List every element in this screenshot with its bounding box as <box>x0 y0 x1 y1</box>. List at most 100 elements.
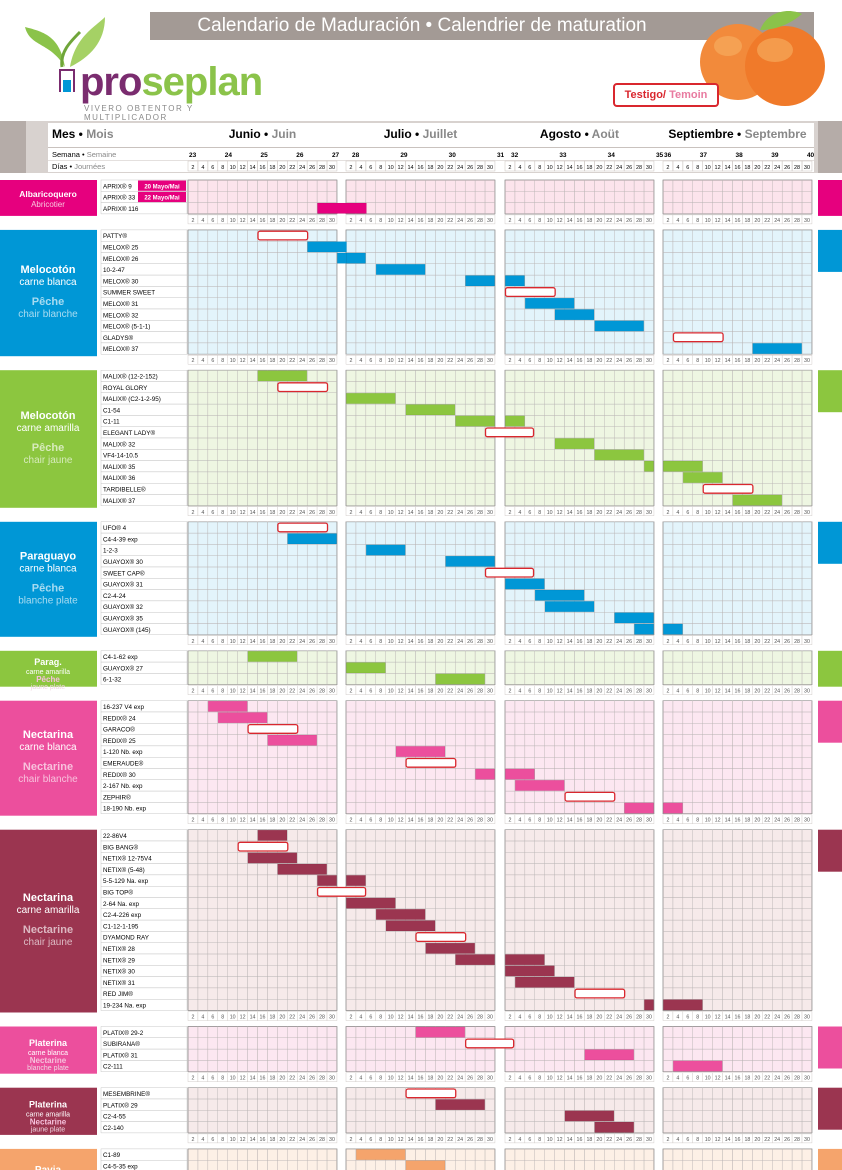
testigo-marker <box>277 382 329 393</box>
day-label: 2 <box>666 165 669 171</box>
day-label: 2 <box>191 358 194 364</box>
day-label: 18 <box>269 818 275 824</box>
day-label: 18 <box>586 218 592 224</box>
variety-name: BIG BANG® <box>103 843 138 851</box>
day-label: 2 <box>349 358 352 364</box>
testigo-marker <box>257 230 309 241</box>
day-label: 28 <box>636 165 642 171</box>
day-label: 6 <box>686 358 689 364</box>
week-number: 34 <box>608 152 616 159</box>
proseplan-logo: proseplan VIVERO OBTENTOR Y MULTIPLICADO… <box>20 12 263 122</box>
day-label: 30 <box>804 689 810 695</box>
day-label: 10 <box>705 818 711 824</box>
day-label: 8 <box>221 689 224 695</box>
day-label: 16 <box>417 165 423 171</box>
day-label: 22 <box>289 639 295 645</box>
variety-name: MALIX® 36 <box>103 474 136 482</box>
day-label: 20 <box>754 510 760 516</box>
group-name-fr-sub: chair jaune <box>24 455 73 466</box>
variety-name: NETIX® (5-48) <box>103 866 145 874</box>
ripening-bar <box>515 780 565 791</box>
day-label: 10 <box>388 689 394 695</box>
variety-name: TARDIBELLE® <box>103 486 146 494</box>
grid-cell <box>801 202 813 215</box>
day-label: 26 <box>626 510 632 516</box>
day-label: 6 <box>686 218 689 224</box>
variety-name: BIG TOP® <box>103 889 133 897</box>
day-label: 12 <box>557 510 563 516</box>
legend-temoin-label: Temoin <box>669 89 708 101</box>
group-name-fr: Abricotier <box>31 200 65 209</box>
day-label: 12 <box>240 639 246 645</box>
week-number: 38 <box>735 152 743 159</box>
week-number: 32 <box>511 152 519 159</box>
day-label: 22 <box>606 689 612 695</box>
day-label: 26 <box>467 689 473 695</box>
day-label: 28 <box>319 218 325 224</box>
day-label: 6 <box>686 818 689 824</box>
group-name-es: Melocotón <box>21 264 76 276</box>
day-label: 24 <box>616 510 622 516</box>
variety-name: MELOX® 26 <box>103 255 139 263</box>
day-label: 14 <box>567 218 573 224</box>
day-label: 30 <box>646 358 652 364</box>
variety-name: C4-1-62 exp <box>103 654 138 661</box>
day-label: 16 <box>260 510 266 516</box>
ripening-bar <box>614 612 654 624</box>
day-label: 4 <box>359 818 362 824</box>
day-label: 30 <box>329 510 335 516</box>
day-label: 28 <box>477 358 483 364</box>
day-label: 16 <box>418 218 424 224</box>
day-label: 8 <box>379 165 382 171</box>
variety-name: MALIX® 32 <box>103 440 136 448</box>
day-label: 22 <box>447 818 453 824</box>
day-label: 4 <box>359 510 362 516</box>
day-label: 10 <box>230 818 236 824</box>
legend-testigo: Testigo/ Temoin <box>613 83 719 107</box>
variety-name: REDIX® 30 <box>103 771 136 779</box>
day-label: 2 <box>666 510 669 516</box>
group-side-stripe <box>818 229 842 272</box>
day-label: 20 <box>596 818 602 824</box>
day-label: 14 <box>408 358 414 364</box>
variety-name: MELOX® 30 <box>103 277 139 285</box>
day-cell <box>643 214 655 225</box>
day-label: 22 <box>764 510 770 516</box>
mes-label: Mes • Mois <box>52 127 114 141</box>
day-label: 14 <box>725 689 731 695</box>
day-label: 4 <box>201 639 204 645</box>
day-label: 22 <box>606 510 612 516</box>
day-label: 24 <box>457 639 463 645</box>
day-label: 16 <box>577 358 583 364</box>
day-label: 12 <box>398 510 404 516</box>
day-label: 14 <box>567 689 573 695</box>
day-label: 18 <box>586 639 592 645</box>
ripening-bar <box>534 589 585 601</box>
group-name-fr: Pêche <box>32 442 64 454</box>
day-label: 20 <box>279 218 285 224</box>
day-label: 16 <box>577 510 583 516</box>
date-badge-label: 20 Mayo/Mai <box>144 184 180 190</box>
day-label: 22 <box>447 165 453 171</box>
day-label: 30 <box>646 639 652 645</box>
day-label: 12 <box>715 358 721 364</box>
day-label: 20 <box>754 165 760 171</box>
day-label: 2 <box>508 818 511 824</box>
ripening-bar <box>505 965 555 977</box>
day-label: 6 <box>528 510 531 516</box>
day-label: 24 <box>774 358 780 364</box>
day-label: 10 <box>547 218 553 224</box>
day-label: 14 <box>408 218 414 224</box>
testigo-marker <box>237 841 289 852</box>
variety-name: 10-2-47 <box>103 267 125 274</box>
day-label: 10 <box>705 218 711 224</box>
week-number: 33 <box>559 152 567 159</box>
day-label: 22 <box>606 165 612 171</box>
day-label: 22 <box>289 689 295 695</box>
day-label: 30 <box>804 358 810 364</box>
day-label: 6 <box>528 689 531 695</box>
ripening-bar <box>405 404 456 416</box>
variety-name: 6-1-32 <box>103 677 122 684</box>
day-label: 6 <box>686 510 689 516</box>
semana-label: Semana • Semaine <box>52 150 116 159</box>
